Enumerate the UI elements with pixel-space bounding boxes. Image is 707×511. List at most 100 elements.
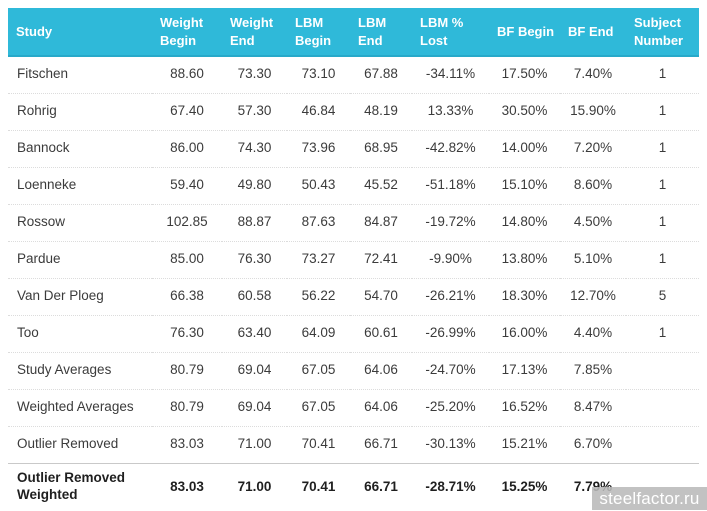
cell: Weighted Averages bbox=[8, 388, 152, 427]
cell: 1 bbox=[626, 166, 699, 205]
cell: 67.88 bbox=[364, 66, 398, 82]
cell: 5.10% bbox=[560, 240, 626, 279]
cell: 72.41 bbox=[350, 240, 412, 279]
cell: 14.00% bbox=[489, 129, 560, 168]
cell: 76.30 bbox=[222, 240, 287, 279]
cell bbox=[626, 425, 699, 464]
cell: 76.30 bbox=[152, 314, 222, 353]
column-header: LBM % Lost bbox=[412, 8, 489, 58]
cell: 15.10% bbox=[489, 166, 560, 205]
cell: 8.60% bbox=[560, 166, 626, 205]
cell: 67.05 bbox=[287, 388, 350, 427]
cell: 60.58 bbox=[222, 277, 287, 316]
table-row: Rohrig 67.40 57.30 46.84 48.19 13.33% 30.50% 15… bbox=[8, 92, 699, 131]
cell bbox=[626, 388, 699, 427]
cell: 50.43 bbox=[287, 166, 350, 205]
cell: 54.70 bbox=[350, 277, 412, 316]
table-row: Bannock 86.00 74.30 73.96 68.95 -42.82% 14.00%… bbox=[8, 129, 699, 168]
cell: 83.03 bbox=[152, 462, 222, 511]
cell: 56.22 bbox=[287, 277, 350, 316]
cell: 57.30 bbox=[222, 92, 287, 131]
cell: Van Der Ploeg bbox=[8, 277, 152, 316]
cell: 13.80% bbox=[489, 240, 560, 279]
cell: 12.70% bbox=[560, 277, 626, 316]
cell: 85.00 bbox=[152, 240, 222, 279]
cell: 80.79 bbox=[152, 388, 222, 427]
column-header: BF Begin bbox=[489, 8, 560, 58]
cell: -30.13% bbox=[412, 425, 489, 464]
table-body: Fitschen 88.60 73.30 73.10 67.88 -34.11% 17.50… bbox=[8, 56, 699, 511]
cell: 45.52 bbox=[350, 166, 412, 205]
cell: -25.20% bbox=[412, 388, 489, 427]
cell: 66.38 bbox=[152, 277, 222, 316]
cell: 70.41 bbox=[287, 425, 350, 464]
column-header: BF End bbox=[560, 8, 626, 58]
cell: Rohrig bbox=[8, 92, 152, 131]
cell: Fitschen bbox=[17, 66, 69, 82]
cell: 66.71 bbox=[350, 462, 412, 511]
cell: 73.96 bbox=[287, 129, 350, 168]
cell: 16.00% bbox=[489, 314, 560, 353]
cell: Loenneke bbox=[8, 166, 152, 205]
cell: 74.30 bbox=[222, 129, 287, 168]
column-header: LBM End bbox=[350, 8, 412, 58]
cell: 1 bbox=[626, 240, 699, 279]
cell: -34.11% bbox=[425, 66, 476, 82]
header-row: Study Weight Begin Weight End LBM Begin LBM … bbox=[8, 8, 699, 58]
cell: 64.06 bbox=[350, 388, 412, 427]
cell: 48.19 bbox=[350, 92, 412, 131]
cell: 46.84 bbox=[287, 92, 350, 131]
cell: 71.00 bbox=[222, 462, 287, 511]
cell: Bannock bbox=[8, 129, 152, 168]
cell: 17.50% bbox=[501, 66, 548, 82]
cell: Outlier Removed Weighted bbox=[8, 462, 152, 511]
cell: -42.82% bbox=[412, 129, 489, 168]
cell: 1 bbox=[626, 92, 699, 131]
cell: 66.71 bbox=[350, 425, 412, 464]
cell: Study Averages bbox=[8, 351, 152, 390]
cell: 30.50% bbox=[489, 92, 560, 131]
cell bbox=[626, 351, 699, 390]
cell: 64.06 bbox=[350, 351, 412, 390]
watermark-text: steelfactor.ru bbox=[599, 488, 700, 508]
table-row: Weighted Averages 80.79 69.04 67.05 64.06 -25… bbox=[8, 388, 699, 427]
cell: 73.30 bbox=[237, 66, 272, 82]
cell: 6.70% bbox=[560, 425, 626, 464]
cell: Outlier Removed bbox=[8, 425, 152, 464]
cell: 4.40% bbox=[560, 314, 626, 353]
column-header: Study bbox=[8, 8, 152, 58]
table-row: Loenneke 59.40 49.80 50.43 45.52 -51.18% 15.10… bbox=[8, 166, 699, 205]
cell: 102.85 bbox=[152, 203, 222, 242]
cell: 73.10 bbox=[301, 66, 336, 82]
cell: 8.47% bbox=[560, 388, 626, 427]
table-row: Outlier Removed 83.03 71.00 70.41 66.71 -30.1… bbox=[8, 425, 699, 464]
cell: 87.63 bbox=[287, 203, 350, 242]
cell: 1 bbox=[626, 129, 699, 168]
study-data-table-container: Study Weight Begin Weight End LBM Begin LBM … bbox=[8, 8, 699, 511]
cell: 69.04 bbox=[222, 351, 287, 390]
cell: 86.00 bbox=[152, 129, 222, 168]
cell: 4.50% bbox=[560, 203, 626, 242]
cell: -24.70% bbox=[412, 351, 489, 390]
cell: -9.90% bbox=[412, 240, 489, 279]
study-data-table: Study Weight Begin Weight End LBM Begin LBM … bbox=[8, 8, 699, 511]
cell: 73.27 bbox=[287, 240, 350, 279]
watermark: steelfactor.ru bbox=[592, 487, 707, 510]
table-row: Study Averages 80.79 69.04 67.05 64.06 -24.70… bbox=[8, 351, 699, 390]
column-header: Weight End bbox=[222, 8, 287, 58]
cell: 83.03 bbox=[152, 425, 222, 464]
cell: 49.80 bbox=[222, 166, 287, 205]
cell: -26.21% bbox=[412, 277, 489, 316]
table-row: Too 76.30 63.40 64.09 60.61 -26.99% 16.00% 4.40… bbox=[8, 314, 699, 353]
cell: 15.21% bbox=[489, 425, 560, 464]
cell: 84.87 bbox=[350, 203, 412, 242]
cell: 70.41 bbox=[287, 462, 350, 511]
cell: 67.05 bbox=[287, 351, 350, 390]
cell: 71.00 bbox=[222, 425, 287, 464]
cell: -28.71% bbox=[412, 462, 489, 511]
cell: 88.60 bbox=[170, 66, 204, 82]
cell: 1 bbox=[626, 314, 699, 353]
column-header: Weight Begin bbox=[152, 8, 222, 58]
cell: 88.87 bbox=[222, 203, 287, 242]
cell: 68.95 bbox=[350, 129, 412, 168]
